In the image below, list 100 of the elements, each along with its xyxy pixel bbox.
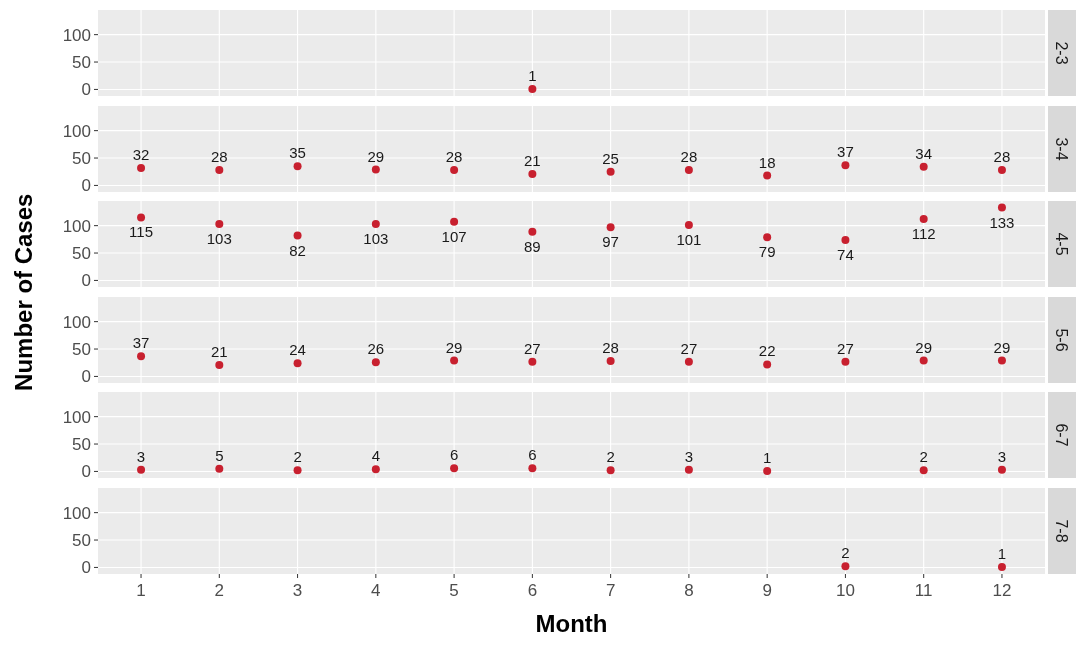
point <box>684 357 693 366</box>
y-tick-label: 0 <box>81 462 91 482</box>
data-label: 27 <box>680 339 698 357</box>
data-label: 89 <box>524 237 541 255</box>
data-label: 28 <box>602 338 619 356</box>
data-label: 4 <box>371 447 381 465</box>
text: 7-8 <box>1053 518 1071 543</box>
y-tick-label: 100 <box>62 503 91 523</box>
point <box>450 217 459 226</box>
data-label: 79 <box>758 243 776 261</box>
y-tick-label: 100 <box>62 25 91 45</box>
point <box>528 357 537 366</box>
y-tick-label: 0 <box>81 557 91 577</box>
point <box>137 213 146 222</box>
data-label: 74 <box>837 245 854 263</box>
x-tick-label: 5 <box>449 580 459 600</box>
point <box>919 356 928 365</box>
point <box>371 357 380 366</box>
data-label: 2 <box>293 448 302 466</box>
y-tick-label: 100 <box>62 216 91 236</box>
data-label: 82 <box>289 241 306 259</box>
point <box>215 165 224 174</box>
data-label: 97 <box>602 233 619 251</box>
y-tick-label: 0 <box>81 271 91 291</box>
point <box>763 171 772 180</box>
data-label: 29 <box>367 147 385 165</box>
data-label: 37 <box>132 333 150 351</box>
x-tick-label: 6 <box>527 580 538 600</box>
data-label: 37 <box>837 142 854 160</box>
x-tick-label: 4 <box>371 580 381 600</box>
data-label: 1 <box>762 448 772 466</box>
point <box>919 162 928 171</box>
data-label: 107 <box>441 227 467 245</box>
data-label: 29 <box>915 338 933 356</box>
data-label: 101 <box>676 231 702 249</box>
text: 4-5 <box>1053 232 1071 256</box>
text: 2-3 <box>1053 41 1071 65</box>
data-label: 21 <box>524 151 541 169</box>
data-label: 2 <box>919 448 928 466</box>
point <box>997 356 1006 365</box>
data-label: 28 <box>680 147 698 165</box>
point <box>841 235 850 244</box>
x-tick-label: 7 <box>605 580 616 600</box>
data-label: 3 <box>997 447 1007 465</box>
data-label: 25 <box>602 149 619 167</box>
text: 5-6 <box>1053 327 1071 352</box>
x-tick-label: 2 <box>214 580 225 600</box>
y-tick-label: 50 <box>72 434 91 454</box>
y-tick-label: 50 <box>72 530 91 550</box>
y-tick-label: 100 <box>62 121 91 141</box>
point <box>215 220 224 229</box>
data-label: 3 <box>136 447 146 465</box>
y-tick-label: 0 <box>81 80 91 100</box>
y-tick-label: 50 <box>72 243 91 263</box>
data-label: 27 <box>524 339 541 357</box>
data-label: 27 <box>837 339 854 357</box>
point <box>763 233 772 242</box>
y-tick-label: 100 <box>62 312 91 332</box>
point <box>606 167 615 176</box>
y-tick-label: 0 <box>81 175 91 195</box>
point <box>606 356 615 365</box>
data-label: 35 <box>289 143 306 161</box>
data-label: 32 <box>132 145 150 163</box>
data-label: 28 <box>210 147 228 165</box>
data-label: 103 <box>206 230 232 248</box>
x-tick-label: 8 <box>684 580 694 600</box>
data-label: 24 <box>289 340 306 358</box>
data-label: 6 <box>528 446 537 464</box>
data-label: 26 <box>367 339 385 357</box>
data-label: 112 <box>911 225 936 243</box>
data-label: 1 <box>528 66 537 84</box>
data-label: 2 <box>606 448 615 466</box>
data-label: 18 <box>758 153 776 171</box>
point <box>684 221 693 230</box>
y-tick-label: 0 <box>81 366 91 386</box>
point <box>997 203 1006 212</box>
data-label: 21 <box>210 342 228 360</box>
text: 3-4 <box>1053 136 1071 161</box>
x-tick-label: 11 <box>914 580 933 600</box>
point <box>919 215 928 224</box>
point <box>450 165 459 174</box>
point <box>293 161 302 170</box>
data-label: 3 <box>684 447 694 465</box>
text: 6-7 <box>1053 423 1071 447</box>
point <box>450 356 459 365</box>
data-label: 29 <box>445 338 463 356</box>
point <box>293 358 302 367</box>
point <box>215 360 224 369</box>
x-tick-label: 9 <box>762 580 772 600</box>
y-tick-label: 50 <box>72 52 91 72</box>
data-label: 6 <box>449 446 459 464</box>
point <box>528 227 537 236</box>
data-label: 103 <box>363 230 389 248</box>
y-tick-label: 100 <box>62 407 91 427</box>
x-tick-label: 12 <box>992 580 1012 600</box>
data-label: 29 <box>993 338 1011 356</box>
data-label: 28 <box>445 147 463 165</box>
x-tick-label: 1 <box>136 580 146 600</box>
data-label: 2 <box>841 543 850 561</box>
point <box>293 231 302 240</box>
